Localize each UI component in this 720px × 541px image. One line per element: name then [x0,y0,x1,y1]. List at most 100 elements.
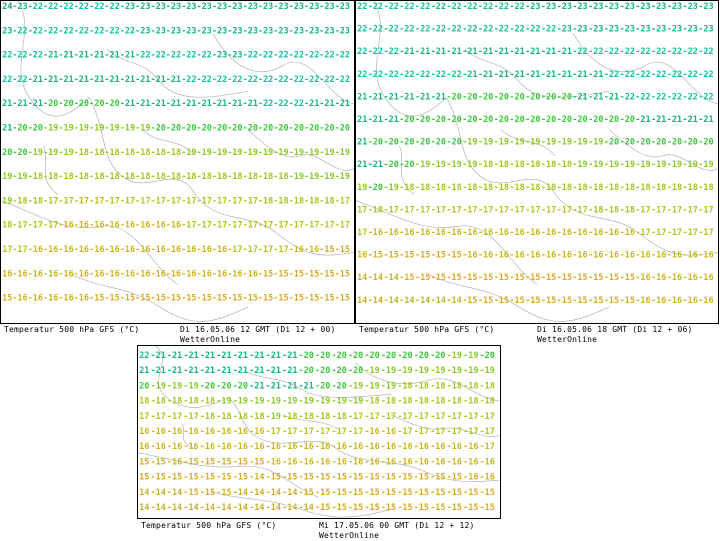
temperature-label: -15 [183,473,198,483]
temperature-label: -21 [120,75,135,85]
temperature-label: -21 [525,70,540,80]
temperature-label: -19 [348,381,363,391]
temperature-label: -21 [319,99,334,109]
temperature-label: -21 [266,381,281,391]
temperature-label: -17 [151,196,166,206]
temperature-label: -23 [151,26,166,36]
temperature-label: -16 [183,442,198,452]
temperature-label: -15 [1,294,12,304]
temperature-label: -16 [414,442,429,452]
temperature-label: -22 [384,70,399,80]
temperature-label: -15 [151,294,166,304]
temperature-label: -21 [356,160,367,170]
temperature-label: -16 [151,245,166,255]
temperature-label: -16 [289,245,304,255]
temperature-label: -19 [397,366,412,376]
temperature-label: -15 [572,273,587,283]
temperature-label: -22 [197,51,212,61]
temperature-label: -23 [698,25,713,35]
temperature-label: -16 [12,294,27,304]
temperature-label: -17 [258,245,273,255]
temperature-label: -16 [166,245,181,255]
temperature-label: -16 [620,251,635,261]
temperature-label: -14 [183,503,198,513]
temperature-label: -16 [151,269,166,279]
temperature-label: -18 [12,196,27,206]
temperature-label: -22 [58,2,73,12]
temperature-label: -15 [478,296,493,306]
temperature-label: -21 [572,70,587,80]
temperature-label: -22 [243,75,258,85]
temperature-label: -15 [541,296,556,306]
temperature-label: -20 [166,124,181,134]
temperature-label: -17 [541,205,556,215]
temperature-label: -20 [12,124,27,134]
temperature-label: -14 [282,503,297,513]
temperature-label: -18 [447,397,462,407]
temperature-label: -23 [667,2,682,12]
temperature-label: -18 [572,183,587,193]
temperature-label: -15 [462,273,477,283]
temperature-label: -17 [635,205,650,215]
temperature-label: -15 [282,473,297,483]
temperature-label: -14 [415,296,430,306]
temperature-label: -18 [430,397,445,407]
temperature-label: -16 [447,457,462,467]
temperature-label: -15 [397,473,412,483]
temperature-label: -20 [368,138,383,148]
temperature-label: -19 [197,148,212,158]
temperature-label: -19 [299,397,314,407]
temperature-label: -21 [667,115,682,125]
temperature-label: -20 [430,351,445,361]
temperature-label: -15 [348,473,363,483]
temperature-label: -15 [431,273,446,283]
temperature-label: -16 [181,245,196,255]
temperature-label: -19 [28,148,43,158]
temperature-label: -20 [651,138,666,148]
temperature-label: -20 [368,183,383,193]
temperature-label: -20 [431,138,446,148]
temperature-label: -19 [431,160,446,170]
temperature-label: -18 [216,412,231,422]
temperature-label: -20 [446,115,461,125]
temperature-label: -18 [289,196,304,206]
temperature-label: -18 [166,148,181,158]
temperature-label: -16 [399,228,414,238]
temperature-label: -15 [480,503,495,513]
temperature-label: -16 [216,427,231,437]
temperature-label: -19 [415,160,430,170]
temperature-label: -16 [415,228,430,238]
temperature-label: -16 [304,245,319,255]
temperature-label: -20 [212,124,227,134]
temperature-label: -18 [447,381,462,391]
map-title-3: Temperatur 500 hPa GFS (°C) [141,521,277,530]
temperature-label: -14 [167,503,182,513]
temperature-label: -17 [243,221,258,231]
temperature-label: -22 [356,2,367,12]
temperature-label: -21 [588,70,603,80]
temperature-label: -22 [478,2,493,12]
temperature-label: -19 [266,397,281,407]
temperature-label: -14 [384,273,399,283]
temperature-label: -15 [463,503,478,513]
temperature-label: -23 [120,2,135,12]
temperature-label: -23 [273,26,288,36]
temperature-label: -19 [604,160,619,170]
temperature-label: -23 [166,26,181,36]
temperature-label: -20 [89,99,104,109]
temperature-label: -15 [273,269,288,279]
temperature-label: -21 [233,366,248,376]
temperature-label: -20 [216,381,231,391]
temperature-label: -20 [399,138,414,148]
temperature-label: -19 [381,366,396,376]
temperature-label: -16 [494,251,509,261]
temperature-label: -22 [273,51,288,61]
temperature-map-2: -22-22-22-22-22-22-22-22-22-22-22-23-23-… [355,0,719,324]
temperature-label: -23 [166,2,181,12]
source-3: WetterOnline [319,531,380,540]
temperature-label: -17 [572,205,587,215]
temperature-label: -16 [28,245,43,255]
temperature-label: -17 [384,205,399,215]
temperature-label: -21 [12,99,27,109]
temperature-label: -17 [698,228,713,238]
